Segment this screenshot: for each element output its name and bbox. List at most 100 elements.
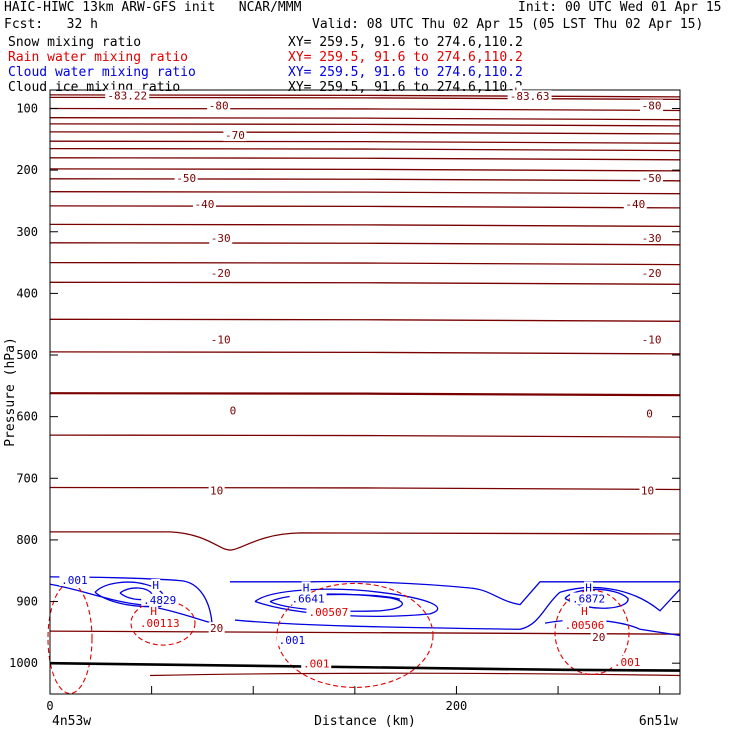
rain-water-contour	[130, 600, 196, 646]
isotherm-line	[49, 261, 681, 266]
cloud-water-label-bg	[59, 574, 90, 587]
isotherm-line	[49, 177, 681, 182]
isotherm-line	[49, 241, 681, 246]
cloud-water-label: .6641	[292, 593, 325, 606]
temperature-label: -30	[211, 232, 231, 245]
temperature-label: -30	[642, 232, 662, 245]
temperature-contours	[49, 94, 681, 677]
right-endpoint-label: 6n51w	[639, 714, 678, 729]
rain-water-label: H	[150, 605, 157, 618]
isotherm-line	[49, 107, 681, 112]
cloud-water-label: H	[585, 581, 592, 594]
temperature-label: -70	[225, 129, 245, 142]
temperature-label-bg	[209, 267, 233, 280]
isotherm-line	[49, 486, 681, 491]
isotherm-line	[49, 131, 681, 135]
forecast-hour: Fcst: 32 h	[4, 17, 98, 32]
temperature-label: -40	[625, 198, 645, 211]
isotherm-line	[49, 351, 681, 355]
rain-water-label: .00507	[309, 606, 349, 619]
rain-water-contour	[47, 582, 93, 695]
cloud-water-label: .4829	[143, 594, 176, 607]
cloud-water-label: .001	[61, 574, 88, 587]
isotherm-line	[49, 116, 681, 121]
y-tick-label: 700	[16, 471, 38, 485]
y-tick-label: 300	[16, 225, 38, 239]
y-axis-title: Pressure (hPa)	[3, 337, 18, 447]
rain-water-label-bg	[306, 606, 351, 619]
temperature-label: 10	[210, 485, 223, 498]
x-tick-label: 200	[446, 699, 468, 713]
field-xy-cloud-ice: XY= 259.5, 91.6 to 274.6,110.2	[288, 80, 523, 95]
temperature-label-bg	[174, 172, 198, 185]
isotherm-line	[49, 168, 681, 172]
cloud-water-label: .6872	[572, 593, 605, 606]
cloud-water-label-bg	[301, 581, 311, 594]
terrain-surface	[49, 661, 681, 672]
isotherm-line	[149, 672, 681, 677]
rain-water-label-bg	[149, 604, 159, 617]
rain-water-contour	[276, 582, 434, 688]
isotherm-line	[49, 123, 681, 127]
temperature-label: 20	[210, 622, 223, 635]
temperature-label-bg	[207, 99, 231, 112]
left-endpoint-label: 4n53w	[52, 714, 91, 729]
temperature-label: 10	[641, 485, 654, 498]
isotherm-line	[49, 147, 681, 152]
temperature-label: -20	[642, 267, 662, 280]
temperature-label-bg	[208, 484, 225, 497]
rain-water-label: H	[581, 605, 588, 618]
temperature-label: -50	[642, 172, 662, 185]
temperature-label-bg	[639, 484, 656, 497]
rain-water-label-bg	[562, 619, 607, 632]
temperature-label: -20	[211, 267, 231, 280]
temperature-label-bg	[623, 198, 647, 211]
rain-water-label: .001	[614, 656, 641, 669]
cloud-water-label: .001	[279, 634, 306, 647]
y-tick-label: 800	[16, 533, 38, 547]
temperature-label: -10	[211, 334, 231, 347]
temperature-label-bg	[590, 630, 607, 643]
temperature-label: 20	[592, 631, 605, 644]
cloud-water-label: H	[152, 579, 159, 592]
model-title: HAIC-HIWC 13km ARW-GFS init NCAR/MMM	[4, 0, 302, 15]
cloud-water-label-bg	[570, 592, 608, 605]
isotherm-line	[49, 318, 681, 322]
temperature-label: -83.22	[107, 90, 147, 103]
temperature-label-bg	[209, 333, 233, 346]
temperature-label: 0	[230, 405, 237, 418]
cloud-water-label: H	[303, 581, 310, 594]
cloud-water-label-bg	[289, 592, 327, 605]
isotherm-line	[49, 630, 681, 635]
temperature-label-bg	[105, 89, 150, 102]
temperature-label: -50	[176, 172, 196, 185]
valid-time: Valid: 08 UTC Thu 02 Apr 15 (05 LST Thu …	[312, 17, 704, 32]
temperature-label: -80	[642, 99, 662, 112]
cloud-water-contour	[564, 588, 629, 609]
rain-water-label-bg	[579, 604, 589, 617]
isotherm-line	[49, 281, 681, 285]
y-tick-label: 900	[16, 595, 38, 609]
field-name-snow: Snow mixing ratio	[8, 35, 142, 50]
x-axis-title: Distance (km)	[314, 714, 416, 729]
isotherm-line	[49, 434, 681, 438]
y-tick-label: 1000	[9, 656, 38, 670]
temperature-label: -10	[642, 334, 662, 347]
cloud-water-label-bg	[151, 578, 161, 591]
temperature-label-bg	[209, 232, 233, 244]
y-tick-label: 200	[16, 163, 38, 177]
field-xy-cloud-water: XY= 259.5, 91.6 to 274.6,110.2	[288, 65, 523, 80]
cloud-water-contour	[234, 586, 681, 630]
temperature-label-bg	[640, 232, 664, 244]
temperature-label-bg	[640, 99, 664, 112]
field-xy-rain: XY= 259.5, 91.6 to 274.6,110.2	[288, 50, 523, 65]
contour-labels: -83.22L-83.63-80-80-70-50-50-40-40-30-30…	[59, 85, 664, 670]
init-time: Init: 00 UTC Wed 01 Apr 15	[518, 0, 722, 15]
isotherm-line	[49, 140, 681, 144]
temperature-label-bg	[507, 90, 552, 103]
temperature-label-bg	[640, 267, 664, 280]
field-name-rain: Rain water mixing ratio	[8, 50, 189, 65]
temperature-label-bg	[640, 333, 664, 346]
